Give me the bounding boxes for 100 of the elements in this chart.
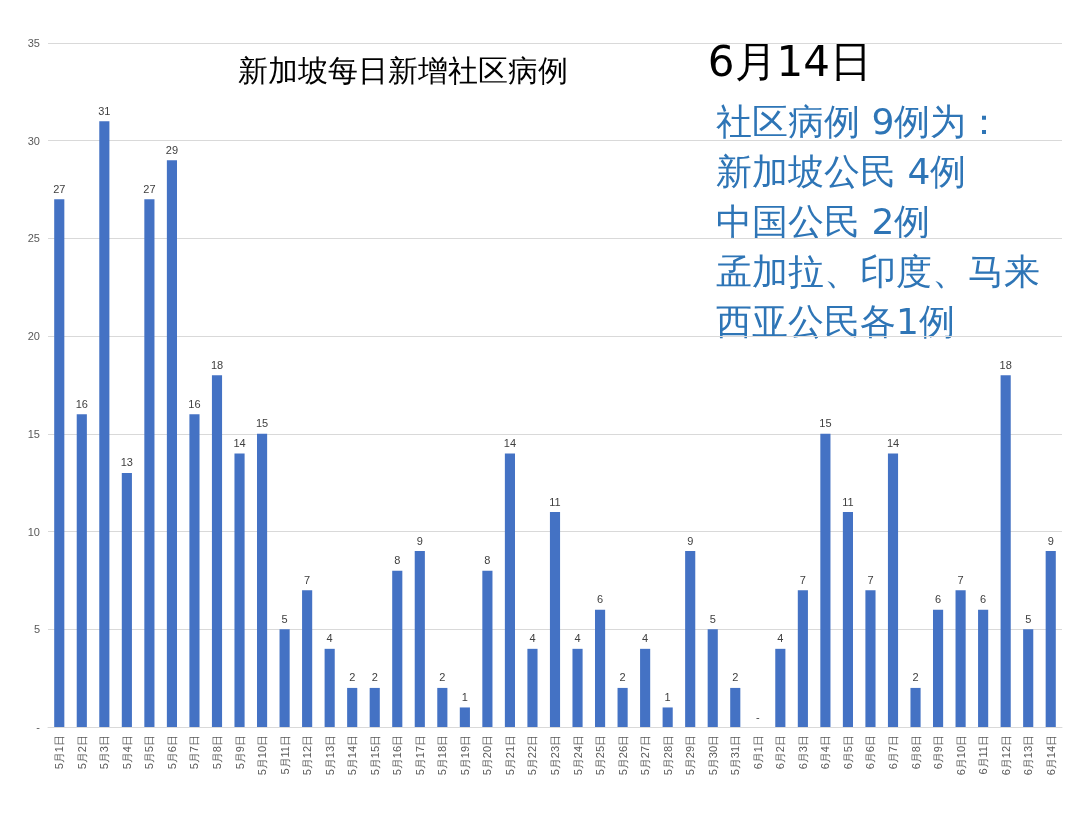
data-label: 8 [394,554,401,567]
annotation: 新加坡公民 4例 [716,150,967,192]
data-label: 2 [912,671,919,684]
bar [257,433,268,727]
data-label: 6 [935,593,942,606]
bar [99,121,110,727]
x-tick-label: 5月27日 [639,735,652,776]
bar [437,687,448,727]
data-label: 2 [732,671,739,684]
x-tick-label: 5月12日 [301,735,314,776]
bar [504,453,515,727]
x-tick-label: 6月9日 [932,735,945,770]
bar [549,512,561,727]
data-label: 29 [165,143,179,156]
bar [482,570,493,727]
data-label: 5 [1025,612,1032,625]
bar [595,609,606,727]
data-label: 2 [619,671,626,684]
x-tick-label: 5月10日 [256,735,269,776]
data-label: 27 [143,182,156,195]
data-label: 4 [642,632,649,645]
bar [1000,375,1011,727]
data-label: 4 [777,632,784,645]
data-label: 9 [1047,534,1054,547]
y-tick-label: - [36,721,41,733]
x-tick-label: 6月3日 [796,735,809,770]
x-tick-label: 5月22日 [526,735,539,776]
bar [865,590,876,727]
data-label: 4 [326,632,333,645]
data-label: 14 [233,436,246,449]
x-tick-label: 5月26日 [616,735,629,776]
data-label: 16 [75,397,88,410]
x-tick-label: 5月25日 [594,735,607,776]
data-label: 5 [281,612,288,625]
data-label: 6 [980,593,987,606]
bar [887,453,899,727]
bar [392,570,403,727]
bar [1023,629,1034,727]
x-tick-label: 6月4日 [819,735,832,770]
x-tick-label: 5月7日 [188,735,201,770]
data-label: 1 [664,690,671,703]
data-label: 7 [957,573,964,586]
bar [617,687,628,727]
data-label: 11 [842,495,854,508]
x-tick-label: 6月8日 [909,735,922,770]
data-label: 2 [439,671,446,684]
data-label: 9 [687,534,694,547]
annotation: 社区病例 9例为： [716,100,1003,142]
bar [459,707,470,727]
bar [775,648,786,727]
x-tick-label: 6月14日 [1044,735,1057,776]
bar [640,648,651,727]
bar [820,433,831,727]
x-tick-label: 5月31日 [729,735,742,776]
bar [707,629,718,727]
x-tick-label: 5月3日 [98,735,111,770]
y-tick-label: 20 [27,330,40,343]
data-label: 7 [799,573,806,586]
bar [933,609,944,727]
y-tick-label: 10 [27,525,40,538]
x-tick-label: 6月13日 [1022,735,1035,776]
bar [144,199,155,727]
x-tick-label: 6月11日 [977,735,990,775]
data-label: 7 [304,573,311,586]
x-tick-label: 5月4日 [120,735,133,770]
x-tick-label: 5月15日 [368,735,381,776]
x-tick-label: 6月12日 [999,735,1012,776]
bar [302,590,313,727]
x-tick-label: 5月8日 [211,735,223,770]
x-tick-label: 5月29日 [684,735,697,776]
data-label: 6 [597,593,604,606]
x-tick-label: 6月5日 [841,735,854,770]
bar [910,687,921,727]
bar [955,590,966,727]
x-tick-label: 5月17日 [413,735,426,776]
bar [1045,551,1056,727]
bar [324,648,335,727]
data-label: 14 [886,436,900,449]
data-label: 1 [461,690,468,703]
chart-title: 新加坡每日新增社区病例 [238,52,568,88]
x-tick-label: 5月21日 [503,735,516,776]
x-tick-label: 6月6日 [864,735,877,770]
bar [730,687,741,727]
bar [76,414,87,727]
x-tick-label: 5月2日 [75,735,88,770]
x-tick-label: 5月28日 [661,735,674,776]
annotation: 6月14日 [707,36,873,86]
data-label: 18 [210,358,224,371]
x-tick-label: 6月10日 [954,735,967,776]
data-label: 13 [120,456,133,469]
data-label: 11 [549,495,561,508]
data-label: 5 [709,612,716,625]
x-tick-label: 6月2日 [774,735,787,770]
x-tick-label: 5月11日 [278,735,291,775]
y-tick-label: 15 [27,427,40,440]
data-label: 4 [574,632,581,645]
y-tick-label: 35 [27,37,40,49]
bar [369,687,380,727]
bar [279,629,290,727]
x-tick-label: 5月19日 [458,735,471,776]
